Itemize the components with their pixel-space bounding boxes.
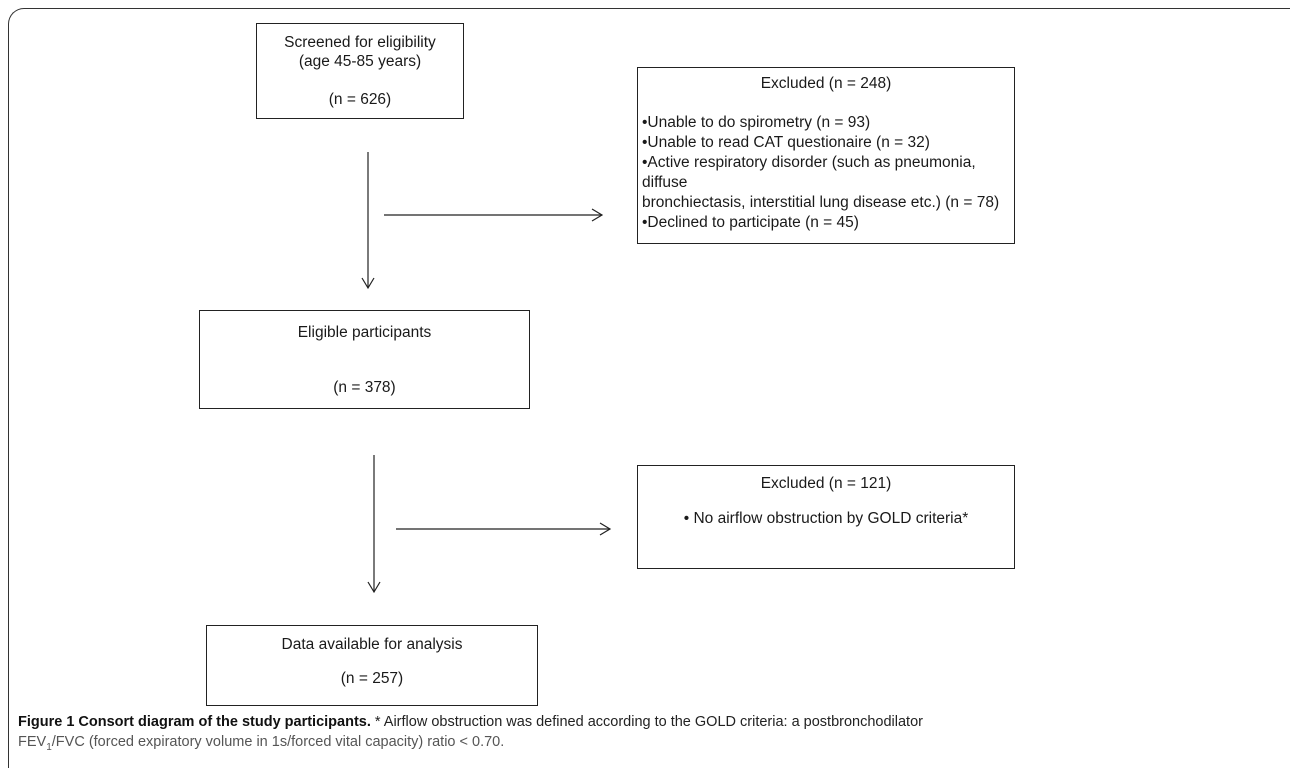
excluded-1-item: •Unable to read CAT questionaire (n = 32… bbox=[642, 134, 930, 151]
excluded-1-item: •Declined to participate (n = 45) bbox=[642, 214, 859, 231]
excluded-1-item: •Unable to do spirometry (n = 93) bbox=[642, 114, 871, 131]
caption-fev: FEV bbox=[18, 734, 47, 750]
screened-box: Screened for eligibility (age 45-85 year… bbox=[256, 23, 464, 119]
analysis-title: Data available for analysis bbox=[281, 636, 463, 653]
eligible-count: (n = 378) bbox=[333, 379, 396, 396]
excluded-2-title: Excluded (n = 121) bbox=[760, 475, 892, 492]
excluded-box-1: Excluded (n = 248) •Unable to do spirome… bbox=[637, 67, 1015, 244]
analysis-count: (n = 257) bbox=[340, 670, 404, 687]
excluded-2-item: • No airflow obstruction by GOLD criteri… bbox=[683, 510, 969, 527]
figure-caption: Figure 1 Consort diagram of the study pa… bbox=[18, 712, 1278, 758]
excluded-box-2: Excluded (n = 121) • No airflow obstruct… bbox=[637, 465, 1015, 569]
screened-line1: Screened for eligibility bbox=[284, 34, 436, 51]
eligible-box: Eligible participants (n = 378) bbox=[199, 310, 530, 409]
screened-line2: (age 45-85 years) bbox=[298, 53, 422, 70]
caption-text-b: /FVC (forced expiratory volume in 1s/for… bbox=[51, 734, 505, 750]
eligible-title: Eligible participants bbox=[297, 324, 432, 341]
caption-text-a: * Airflow obstruction was defined accord… bbox=[370, 714, 923, 730]
excluded-1-title: Excluded (n = 248) bbox=[760, 75, 892, 92]
caption-title: Figure 1 Consort diagram of the study pa… bbox=[18, 714, 371, 730]
caption-fev-sub: 1 bbox=[46, 741, 52, 753]
excluded-1-item: •Active respiratory disorder (such as pn… bbox=[642, 154, 976, 191]
analysis-box: Data available for analysis (n = 257) bbox=[206, 625, 538, 706]
figure-frame bbox=[8, 8, 1290, 768]
screened-count: (n = 626) bbox=[328, 91, 392, 108]
excluded-1-item: bronchiectasis, interstitial lung diseas… bbox=[642, 194, 1000, 211]
